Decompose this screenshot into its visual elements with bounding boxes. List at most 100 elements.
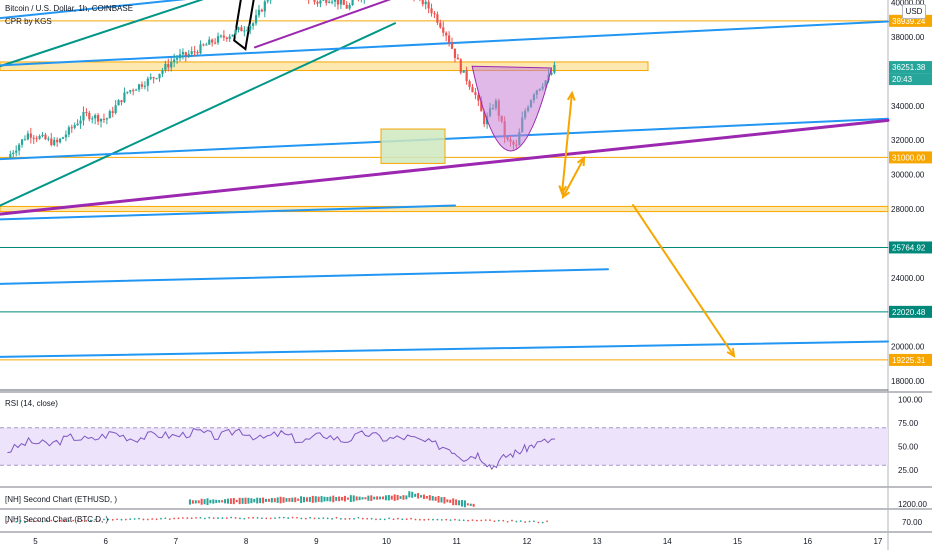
candle-body <box>211 39 214 43</box>
btcd-point <box>24 521 26 524</box>
support-zone[interactable] <box>0 205 889 213</box>
projection-arrow-up-head <box>558 185 568 196</box>
flag-shape[interactable] <box>233 0 255 51</box>
btcd-point <box>195 516 197 519</box>
btcd-point <box>383 518 386 521</box>
eth-candle <box>472 503 475 507</box>
trendline-blue-2[interactable] <box>0 20 889 67</box>
btcd-point <box>296 516 298 519</box>
price-tag <box>889 73 932 86</box>
btcd-point <box>361 517 364 520</box>
candle-body <box>266 0 269 2</box>
btcd-point <box>120 518 123 521</box>
price-tag-label: 36251.38 <box>892 63 926 72</box>
currency-button[interactable]: USD <box>902 4 926 19</box>
projection-arrow-small[interactable] <box>562 157 585 198</box>
eth-candle <box>455 499 458 506</box>
eth-candle <box>417 493 420 499</box>
trendline-blue-5[interactable] <box>0 268 609 285</box>
trendline-blue-4[interactable] <box>0 204 456 221</box>
eth-candle <box>437 495 440 503</box>
eth-candle <box>224 499 227 504</box>
btcd-point <box>458 519 461 522</box>
candle-body <box>442 27 445 33</box>
candle-body <box>252 23 255 26</box>
wedge-purple-lower[interactable] <box>254 0 463 49</box>
btcd-point <box>533 520 535 523</box>
candle-body <box>70 127 73 129</box>
candle-body <box>53 139 56 145</box>
btcd-point <box>366 517 369 520</box>
trendline-blue-1[interactable] <box>0 0 420 20</box>
btcd-point <box>282 516 285 519</box>
btcd-point <box>19 520 22 522</box>
trendline-teal-upper[interactable] <box>0 0 495 68</box>
resistance-zone[interactable] <box>0 61 649 72</box>
eth-candle <box>466 503 469 506</box>
eth-candle <box>425 496 428 499</box>
btcd-point <box>410 517 412 520</box>
btcd-point <box>168 518 171 521</box>
eth-candle <box>297 498 300 501</box>
eth-candle <box>335 496 338 501</box>
projection-arrow-down[interactable] <box>632 204 735 357</box>
eth-candle <box>188 499 191 505</box>
eth-candle <box>463 500 466 508</box>
btcd-point <box>397 517 399 520</box>
btcd-point <box>63 520 66 522</box>
btcd-point <box>414 518 417 521</box>
trendline-teal-lower[interactable] <box>0 22 396 207</box>
eth-candle <box>358 496 361 501</box>
eth-candle <box>349 495 352 502</box>
candle-body <box>18 144 21 151</box>
candle-body <box>474 92 477 95</box>
btcd-point <box>28 520 31 522</box>
price-tag-label: 31000.00 <box>892 153 926 162</box>
trendline-blue-6[interactable] <box>0 340 889 358</box>
eth-candle <box>411 491 414 498</box>
candle-body <box>445 32 448 36</box>
candle-body <box>468 81 471 87</box>
eth-candle <box>247 497 250 504</box>
candle-body <box>465 70 468 82</box>
x-tick-label: 11 <box>453 537 462 546</box>
candle-body <box>137 84 141 90</box>
btcd-point <box>155 518 158 521</box>
projection-arrow-small-head <box>576 155 586 167</box>
trendline-purple-main[interactable] <box>0 118 890 216</box>
eth-candle <box>241 497 244 504</box>
btcd-point <box>322 517 325 520</box>
btcd-point <box>173 517 176 520</box>
btcd-point <box>54 520 57 523</box>
btcd-point <box>107 518 110 521</box>
accumulation-box[interactable] <box>380 128 446 164</box>
candle-body <box>222 35 225 38</box>
candle-body <box>439 22 442 28</box>
btcd-point <box>445 518 448 521</box>
eth-candle <box>379 496 382 500</box>
candle-body <box>102 118 106 120</box>
projection-arrow-up[interactable] <box>561 92 573 194</box>
eth-candle <box>431 495 434 501</box>
candle-body <box>85 111 88 113</box>
candle-body <box>111 111 114 114</box>
candle-body <box>328 1 331 3</box>
candle-body <box>149 77 152 79</box>
eth-candle <box>420 495 423 498</box>
btcd-point <box>418 518 421 521</box>
candle-body <box>477 94 480 101</box>
candle-body <box>471 86 474 93</box>
price-tag-label: 38939.24 <box>892 17 926 26</box>
btcd-point <box>335 516 338 519</box>
candle-body <box>450 42 454 49</box>
pattern-fill[interactable] <box>471 65 553 152</box>
eth-candle <box>422 494 425 500</box>
candle-body <box>64 134 68 138</box>
btcd-point <box>116 518 119 521</box>
candle-body <box>453 48 457 58</box>
eth-candle <box>405 495 408 500</box>
btcd-point <box>124 518 127 521</box>
btcd-point <box>260 517 263 520</box>
candle-body <box>345 4 348 9</box>
